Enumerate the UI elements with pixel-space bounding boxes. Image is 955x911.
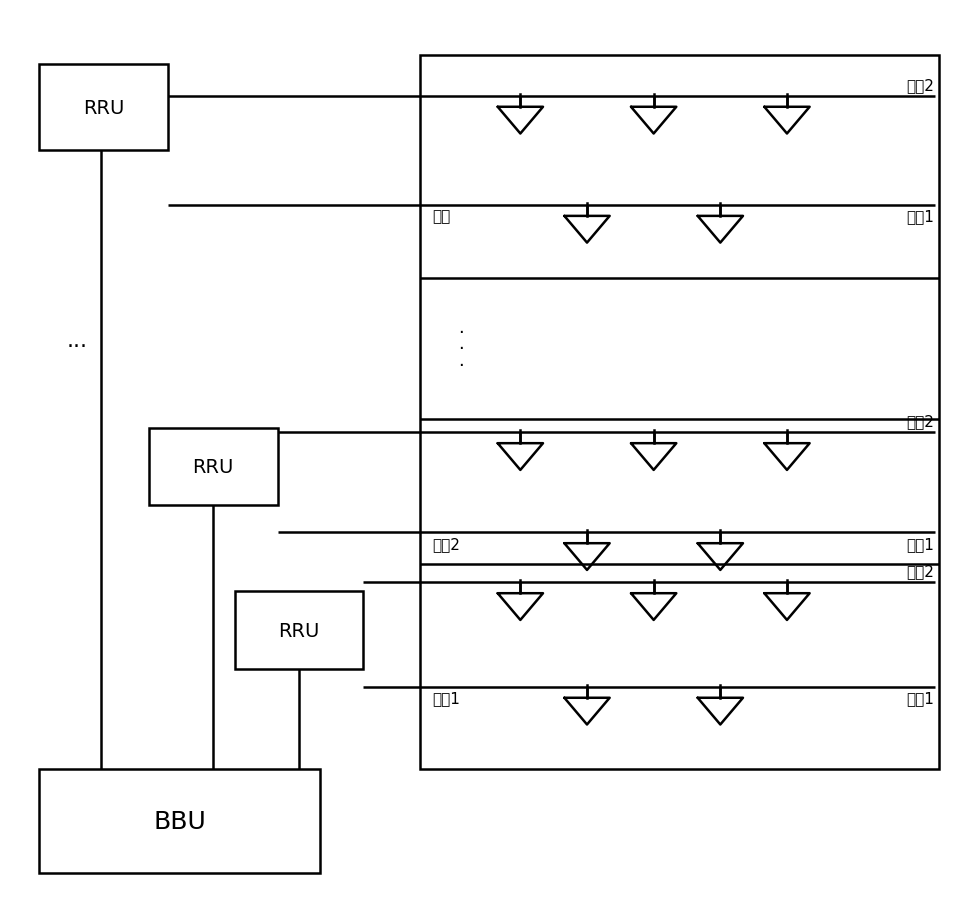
Text: 馈线1: 馈线1 [906, 210, 935, 224]
Text: ···: ··· [67, 336, 88, 356]
Bar [39, 769, 320, 874]
Text: 馈线2: 馈线2 [906, 78, 935, 93]
Text: ·
·
·: · · · [458, 323, 464, 374]
Bar [39, 65, 168, 151]
Bar [420, 56, 940, 769]
Text: 馈线1: 馈线1 [906, 691, 935, 706]
Text: 顶楼: 顶楼 [432, 210, 450, 224]
Text: RRU: RRU [83, 98, 124, 118]
Text: RRU: RRU [193, 457, 234, 476]
Bar [235, 592, 363, 669]
Text: 楼卦1: 楼卦1 [432, 691, 459, 706]
Text: 馈线2: 馈线2 [906, 564, 935, 579]
Text: 馈线1: 馈线1 [906, 537, 935, 551]
Text: 馈线2: 馈线2 [906, 415, 935, 429]
Bar [149, 428, 278, 506]
Text: 楼卦2: 楼卦2 [432, 537, 459, 551]
Text: RRU: RRU [278, 620, 320, 640]
Text: BBU: BBU [154, 809, 206, 833]
